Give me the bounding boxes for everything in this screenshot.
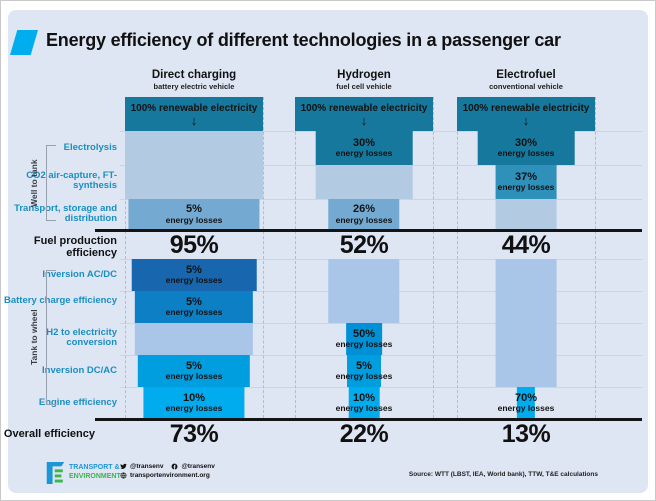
gridline-vertical-dashed [433, 97, 434, 418]
loss-bar-ttw-4 [516, 387, 536, 419]
loss-bar-ttw-1 [134, 291, 254, 323]
overall-efficiency-label: Overall efficiency [3, 428, 95, 440]
well-to-tank-label: Well to tank [29, 159, 39, 207]
column-header-direct-charging: Direct charging battery electric vehicle [109, 69, 279, 91]
pass-bar-ttw-0 [328, 259, 400, 291]
pass-bar-ttw-1 [495, 291, 557, 323]
gridline-vertical-dashed [295, 97, 296, 418]
transport-environment-logo [46, 461, 65, 490]
column-header-electrofuel: Electrofuel conventional vehicle [441, 69, 611, 91]
fuel-efficiency-value-electrofuel: 44% [501, 231, 551, 259]
website-url: transportenvironment.org [130, 472, 210, 479]
column-subtitle: battery electric vehicle [153, 82, 235, 91]
loss-bar-wtt-2 [128, 199, 260, 230]
loss-bar-ttw-3 [137, 355, 251, 387]
loss-bar-ttw-2 [346, 323, 382, 355]
row-label-inversion-acdc: Inversion AC/DC [42, 269, 117, 280]
gridline-horizontal [120, 387, 642, 388]
overall-efficiency-value-hydrogen: 22% [339, 420, 389, 448]
card-background [8, 10, 648, 493]
loss-bar-ttw-4 [348, 387, 380, 419]
brand-line-1: TRANSPORT & [69, 464, 120, 471]
well-to-tank-bracket [46, 145, 56, 221]
pass-bar-wtt-1 [315, 165, 413, 199]
column-header-hydrogen: Hydrogen fuel cell vehicle [279, 69, 449, 91]
source-note: Source: WTT (LBST, IEA, World bank), TTW… [408, 471, 598, 478]
gridline-horizontal [120, 355, 642, 356]
tank-to-wheel-bracket [46, 270, 56, 405]
input-bar [295, 97, 433, 131]
overall-efficiency-divider [95, 418, 642, 421]
row-label-engine-efficiency: Engine efficiency [38, 397, 117, 408]
fuel-efficiency-value-direct: 95% [169, 231, 219, 259]
loss-bar-ttw-4 [143, 387, 245, 419]
facebook-icon [171, 463, 178, 470]
column-title: Direct charging [151, 69, 237, 81]
twitter-handle: @transenv [130, 463, 164, 470]
gridline-vertical-dashed [457, 97, 458, 418]
loss-bar-wtt-0 [315, 131, 413, 165]
pass-bar-ttw-3 [495, 355, 557, 387]
pass-bar-ttw-2 [134, 323, 254, 355]
loss-bar-ttw-0 [131, 259, 257, 291]
facebook-handle: @transenv [181, 463, 215, 470]
pass-bar-wtt-2 [495, 199, 557, 230]
social-links: @transenv @transenv transportenvironment… [120, 463, 215, 481]
overall-efficiency-value-direct: 73% [169, 420, 219, 448]
overall-efficiency-value-electrofuel: 13% [501, 420, 551, 448]
pass-bar-ttw-1 [328, 291, 400, 323]
pass-bar-wtt-0 [125, 131, 263, 165]
fuel-efficiency-value-hydrogen: 52% [339, 231, 389, 259]
loss-bar-wtt-0 [477, 131, 575, 165]
pass-bar-ttw-0 [495, 259, 557, 291]
brand-line-2: ENVIRONMENT [69, 473, 121, 481]
row-label-co2-capture: CO2 air-capture, FT-synthesis [26, 170, 117, 192]
row-label-electrolysis: Electrolysis [63, 142, 117, 153]
input-bar [457, 97, 595, 131]
row-label-inversion-dcac: Inversion DC/AC [42, 365, 117, 376]
input-bar [125, 97, 263, 131]
column-title: Hydrogen [337, 69, 391, 81]
gridline-vertical-dashed [595, 97, 596, 418]
column-subtitle: conventional vehicle [489, 82, 563, 91]
gridline-vertical-dashed [263, 97, 264, 418]
loss-bar-wtt-1 [495, 165, 557, 199]
brand-name: TRANSPORT & ENVIRONMENT [69, 463, 121, 481]
row-label-transport-storage: Transport, storage and distribution [14, 203, 117, 225]
loss-bar-ttw-3 [347, 355, 381, 387]
loss-bar-wtt-2 [328, 199, 400, 230]
pass-bar-wtt-1 [125, 165, 263, 199]
fuel-production-efficiency-label: Fuel production efficiency [33, 235, 117, 260]
row-label-h2-conversion: H2 to electricity conversion [46, 327, 117, 349]
row-label-battery-charge: Battery charge efficiency [4, 295, 117, 306]
column-title: Electrofuel [496, 69, 556, 81]
fuel-efficiency-divider [95, 229, 642, 232]
twitter-icon [120, 463, 127, 470]
pass-bar-ttw-2 [495, 323, 557, 355]
gridline-vertical-dashed [125, 97, 126, 418]
page-title: Energy efficiency of different technolog… [46, 30, 561, 50]
tank-to-wheel-label: Tank to wheel [29, 309, 39, 366]
globe-icon [120, 472, 127, 479]
column-subtitle: fuel cell vehicle [336, 82, 392, 91]
